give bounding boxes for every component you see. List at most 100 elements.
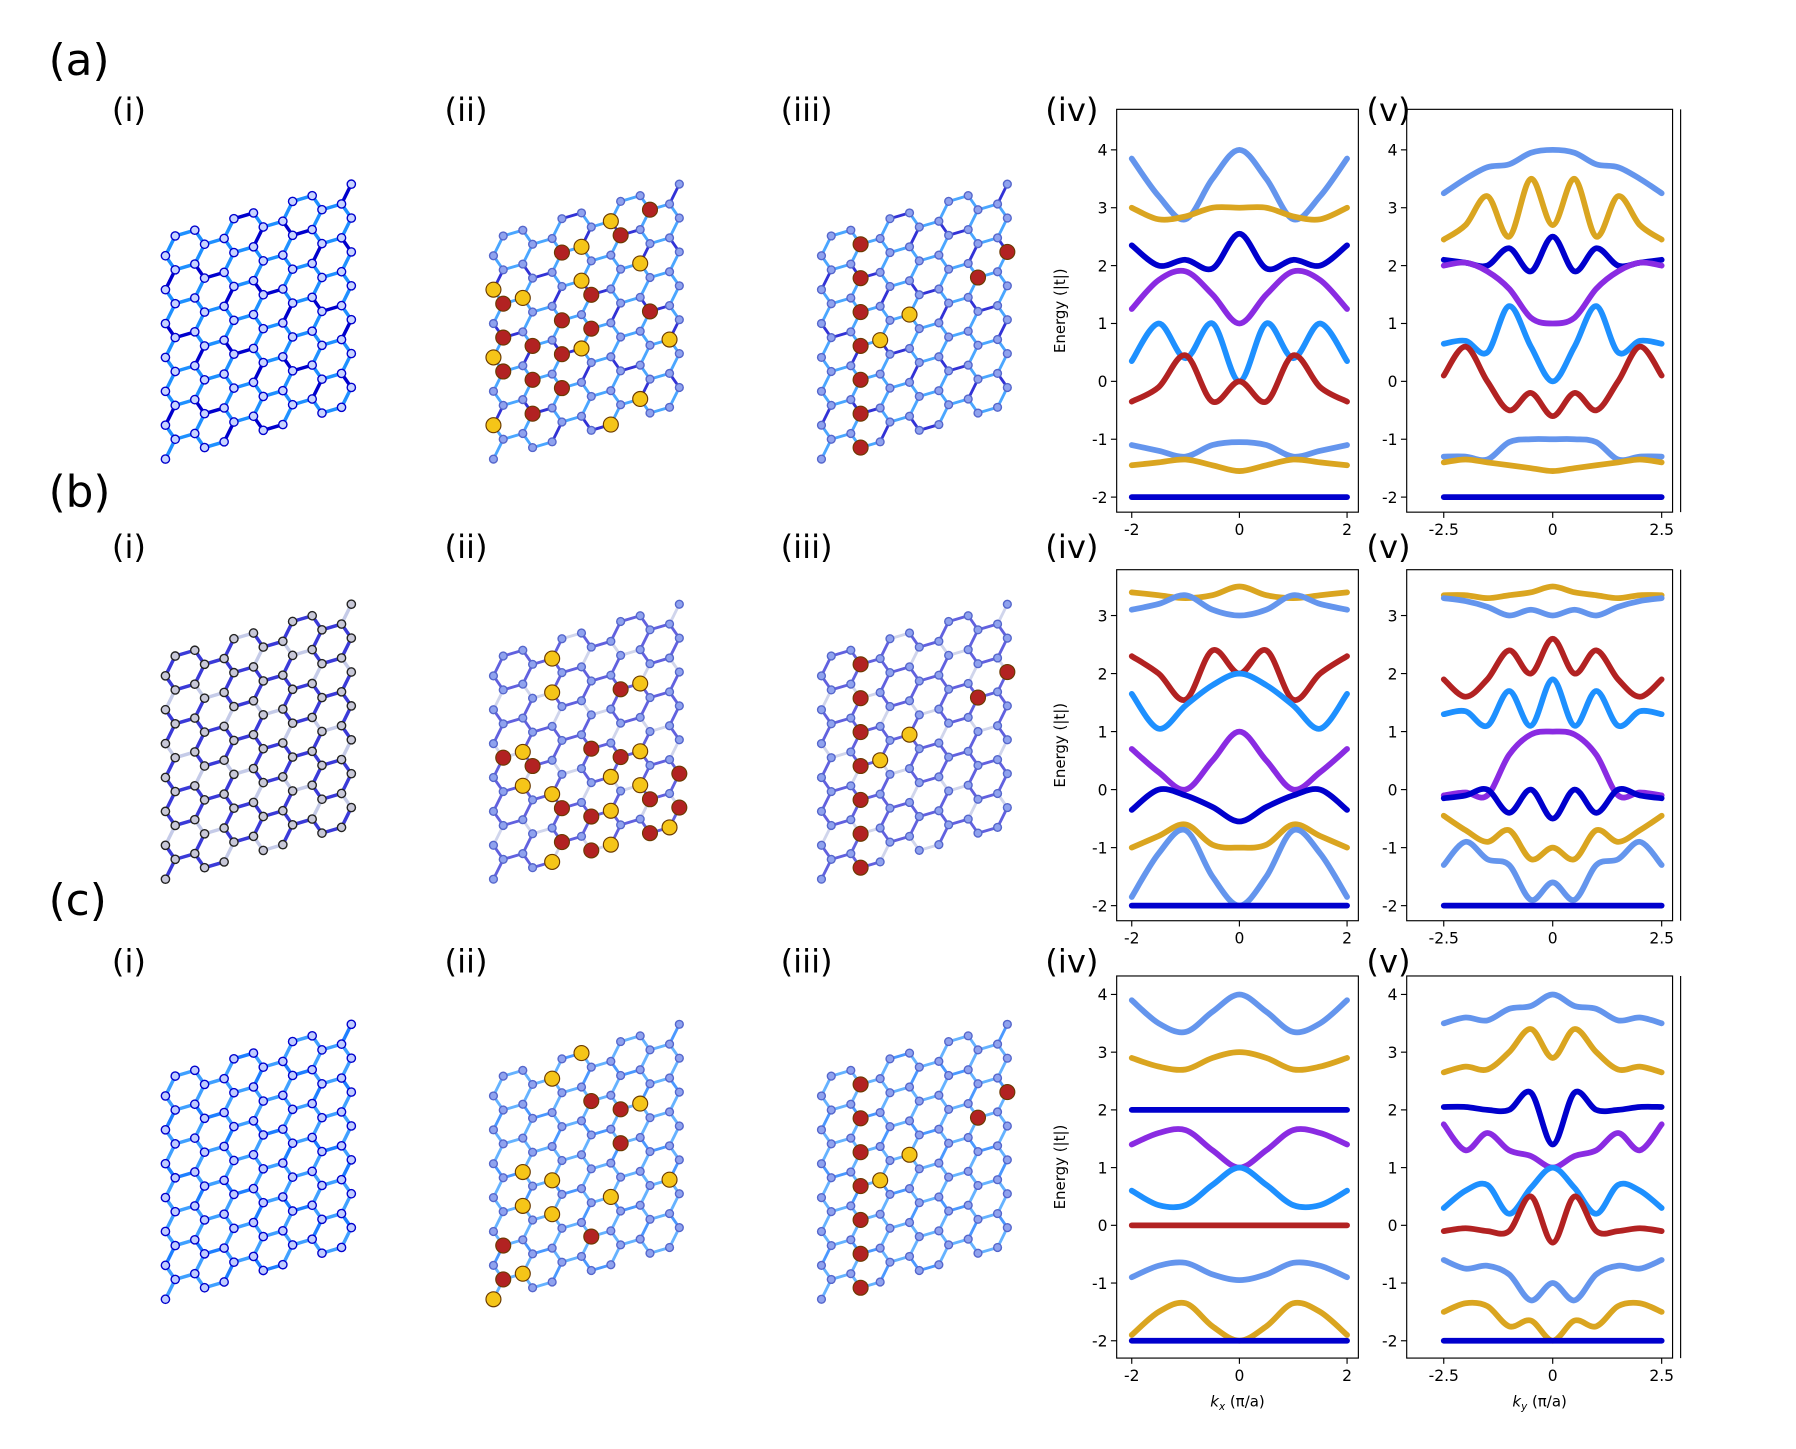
site <box>934 772 944 782</box>
site <box>527 659 538 669</box>
site <box>826 231 836 241</box>
site <box>616 650 626 660</box>
site <box>518 395 528 405</box>
site <box>904 276 915 286</box>
site <box>557 1088 567 1098</box>
site <box>875 1141 885 1152</box>
site <box>606 704 616 714</box>
y-tick-label: 0 <box>1098 373 1108 391</box>
site <box>287 298 298 308</box>
site <box>904 1048 915 1058</box>
site <box>170 1105 181 1115</box>
x-label-subscript: y <box>1520 1401 1528 1413</box>
site <box>914 744 924 754</box>
band-line <box>1440 583 1665 602</box>
site <box>606 1158 616 1168</box>
site <box>307 360 318 370</box>
lattice <box>816 1019 1016 1304</box>
site <box>846 1235 856 1245</box>
site <box>973 794 983 804</box>
y-tick-label: -1 <box>1382 839 1397 857</box>
site <box>586 425 596 435</box>
site <box>488 251 499 261</box>
band-line <box>1440 728 1665 801</box>
site <box>258 710 269 720</box>
site <box>278 1226 288 1236</box>
site <box>674 1019 684 1029</box>
site <box>518 1133 528 1143</box>
site <box>336 1208 347 1219</box>
site-highlight <box>485 281 502 298</box>
site <box>317 272 327 283</box>
site <box>189 1234 200 1245</box>
site <box>645 692 655 703</box>
site <box>616 196 626 207</box>
site <box>635 1031 645 1041</box>
site <box>914 778 924 788</box>
site <box>645 1146 655 1157</box>
site-highlight <box>573 238 590 255</box>
site-highlight <box>514 1163 531 1181</box>
site <box>219 755 229 766</box>
site <box>229 769 239 780</box>
band-line <box>1440 676 1665 730</box>
site <box>645 1079 655 1089</box>
site-highlight <box>612 681 629 698</box>
site <box>606 1124 616 1134</box>
site <box>664 301 675 311</box>
site <box>816 285 827 295</box>
site <box>317 238 327 249</box>
site-highlight <box>632 1095 649 1112</box>
site <box>278 636 288 647</box>
y-tick-label: 2 <box>1388 257 1398 275</box>
site <box>885 803 895 813</box>
site <box>527 1181 538 1191</box>
site <box>674 1223 684 1233</box>
site <box>258 1231 269 1242</box>
site <box>527 1079 538 1090</box>
site <box>674 247 684 257</box>
site <box>846 848 856 859</box>
site <box>346 802 357 813</box>
site <box>336 720 347 731</box>
site <box>229 1223 239 1234</box>
site-highlight <box>544 684 561 701</box>
site <box>336 754 347 765</box>
site <box>944 1206 954 1216</box>
site <box>846 327 856 337</box>
site <box>664 402 675 412</box>
site <box>307 746 318 757</box>
site <box>1002 633 1012 643</box>
site <box>248 1217 259 1228</box>
site <box>317 340 327 351</box>
site <box>317 692 327 703</box>
site <box>336 686 347 697</box>
site <box>278 1124 288 1135</box>
site <box>278 738 288 748</box>
site <box>645 272 655 283</box>
y-tick-label: 0 <box>1098 1217 1108 1235</box>
site <box>1002 1019 1012 1029</box>
site <box>317 408 327 418</box>
site <box>816 1226 827 1237</box>
y-tick-label: 3 <box>1388 199 1398 217</box>
site <box>973 1180 983 1191</box>
site <box>287 366 298 376</box>
site-highlight <box>544 853 561 870</box>
site <box>248 411 259 422</box>
site <box>170 1206 181 1217</box>
site <box>189 814 200 825</box>
site-highlight <box>872 752 889 769</box>
site <box>199 795 210 805</box>
site <box>170 332 181 343</box>
site <box>635 814 645 824</box>
band-line <box>1440 991 1665 1027</box>
site <box>248 1082 259 1092</box>
site <box>518 1065 528 1075</box>
site <box>635 712 645 723</box>
site <box>963 1166 973 1176</box>
site <box>199 727 210 737</box>
x-tick-label: -2.5 <box>1429 521 1459 539</box>
site <box>576 763 587 774</box>
